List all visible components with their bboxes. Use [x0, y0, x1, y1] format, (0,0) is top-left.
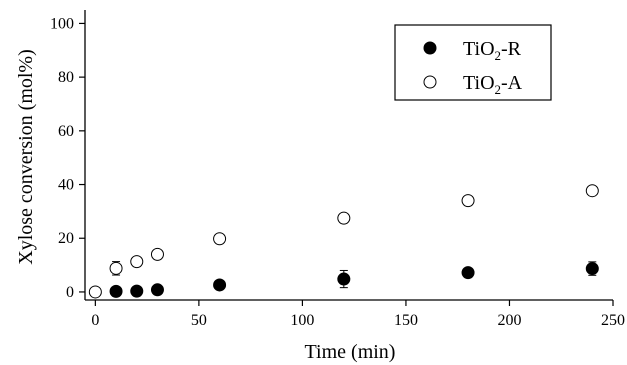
y-tick-label: 40 — [58, 177, 74, 194]
data-point-series-1 — [461, 266, 475, 280]
data-point-series-2 — [88, 285, 102, 299]
data-point-series-1 — [337, 272, 351, 286]
data-point-series-2 — [150, 247, 164, 261]
legend-box — [394, 24, 552, 101]
y-tick-label: 20 — [58, 230, 74, 247]
legend-label-series-1: TiO2-R — [463, 38, 522, 63]
x-tick-label: 150 — [394, 312, 418, 329]
x-tick-label: 50 — [191, 312, 207, 329]
y-tick-label: 60 — [58, 123, 74, 140]
y-tick-label: 0 — [66, 284, 74, 301]
x-tick-label: 200 — [497, 312, 521, 329]
legend: TiO2-R TiO2-A — [394, 24, 552, 101]
data-point-series-1 — [150, 283, 164, 297]
y-tick-label: 80 — [58, 69, 74, 86]
legend-label-series-2: TiO2-A — [463, 72, 523, 97]
data-point-series-2 — [130, 255, 144, 269]
legend-marker-series-1 — [423, 41, 437, 55]
data-point-series-2 — [337, 211, 351, 225]
x-axis-label: Time (min) — [305, 341, 396, 363]
y-axis-label: Xylose conversion (mol%) — [15, 49, 37, 265]
y-tick-label: 100 — [50, 15, 74, 32]
ticks: 0 50 100 150 200 250 0 20 40 60 80 100 — [50, 15, 625, 329]
data-point-series-1 — [109, 284, 123, 298]
data-marks — [88, 184, 599, 299]
data-point-series-1 — [213, 278, 227, 292]
data-point-series-2 — [213, 232, 227, 246]
axes — [84, 10, 613, 301]
legend-marker-series-2 — [423, 75, 437, 89]
data-point-series-2 — [109, 261, 123, 275]
x-tick-label: 0 — [91, 312, 99, 329]
data-point-series-1 — [585, 262, 599, 276]
x-tick-label: 250 — [601, 312, 625, 329]
x-tick-label: 100 — [290, 312, 314, 329]
data-point-series-2 — [461, 194, 475, 208]
data-point-series-2 — [585, 184, 599, 198]
data-point-series-1 — [130, 284, 144, 298]
